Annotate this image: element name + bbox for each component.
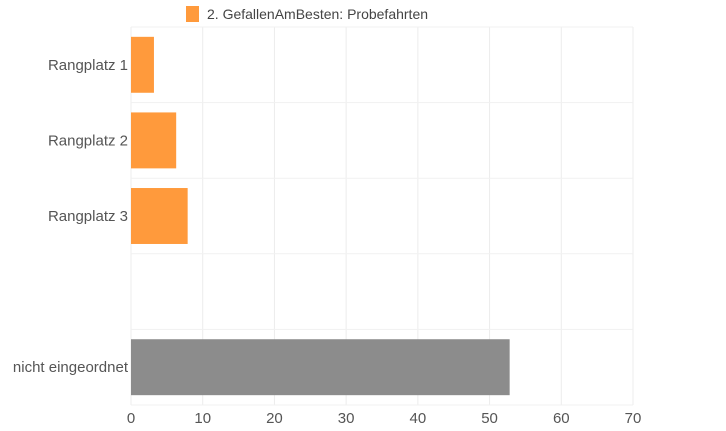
legend-swatch xyxy=(186,6,199,22)
x-tick-label: 10 xyxy=(194,410,211,427)
legend: 2. GefallenAmBesten: Probefahrten xyxy=(186,6,428,22)
x-tick-label: 20 xyxy=(266,410,283,427)
bar xyxy=(131,36,154,93)
category-label: Rangplatz 2 xyxy=(48,132,128,149)
x-tick-label: 30 xyxy=(338,410,355,427)
bar xyxy=(131,112,177,169)
x-tick-label: 40 xyxy=(410,410,427,427)
x-tick-label: 60 xyxy=(553,410,570,427)
x-tick-label: 50 xyxy=(481,410,498,427)
bar xyxy=(131,188,188,244)
category-label: Rangplatz 1 xyxy=(48,57,128,74)
x-tick-label: 70 xyxy=(625,410,642,427)
category-label: Rangplatz 3 xyxy=(48,208,128,225)
category-label: nicht eingeordnet xyxy=(13,359,129,376)
bar xyxy=(131,339,510,396)
legend-label: 2. GefallenAmBesten: Probefahrten xyxy=(207,6,429,22)
x-tick-label: 0 xyxy=(127,410,135,427)
